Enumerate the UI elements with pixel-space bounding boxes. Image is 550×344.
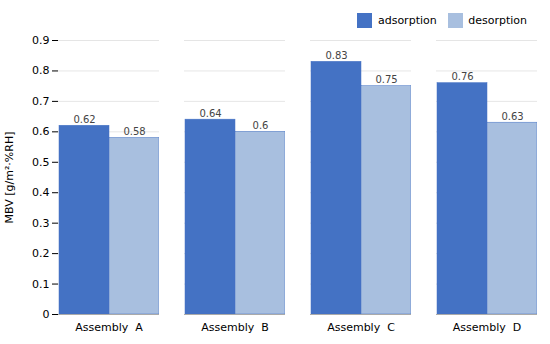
html-text:adsorption: adsorption <box>377 14 437 27</box>
svg-text:MBV [g/m²·%RH]: MBV [g/m²·%RH] <box>3 132 16 224</box>
svg-text:0.6: 0.6 <box>32 125 50 138</box>
svg-text:0.2: 0.2 <box>32 247 50 260</box>
svg-text:0.62: 0.62 <box>73 114 95 125</box>
svg-text:0.8: 0.8 <box>32 64 50 77</box>
svg-text:0.83: 0.83 <box>325 50 347 61</box>
svg-text:Assembly B: Assembly B <box>201 321 269 334</box>
svg-text:0.63: 0.63 <box>501 111 523 122</box>
svg-text:0: 0 <box>43 308 50 321</box>
svg-text:0.6: 0.6 <box>253 120 269 131</box>
html-text:desorption: desorption <box>468 14 527 27</box>
svg-text:0.3: 0.3 <box>32 217 50 230</box>
svg-text:0.64: 0.64 <box>199 108 221 119</box>
svg-text:0.1: 0.1 <box>32 278 50 291</box>
svg-text:0.75: 0.75 <box>375 74 397 85</box>
svg-text:0.7: 0.7 <box>32 95 50 108</box>
svg-text:Assembly D: Assembly D <box>453 321 521 334</box>
svg-text:0.76: 0.76 <box>451 71 473 82</box>
svg-text:0.4: 0.4 <box>32 186 50 199</box>
svg-text:0.58: 0.58 <box>123 126 145 137</box>
svg-text:Assembly A: Assembly A <box>75 321 143 334</box>
svg-text:0.5: 0.5 <box>32 156 50 169</box>
svg-text:0.9: 0.9 <box>32 34 50 47</box>
svg-text:Assembly C: Assembly C <box>327 321 395 334</box>
